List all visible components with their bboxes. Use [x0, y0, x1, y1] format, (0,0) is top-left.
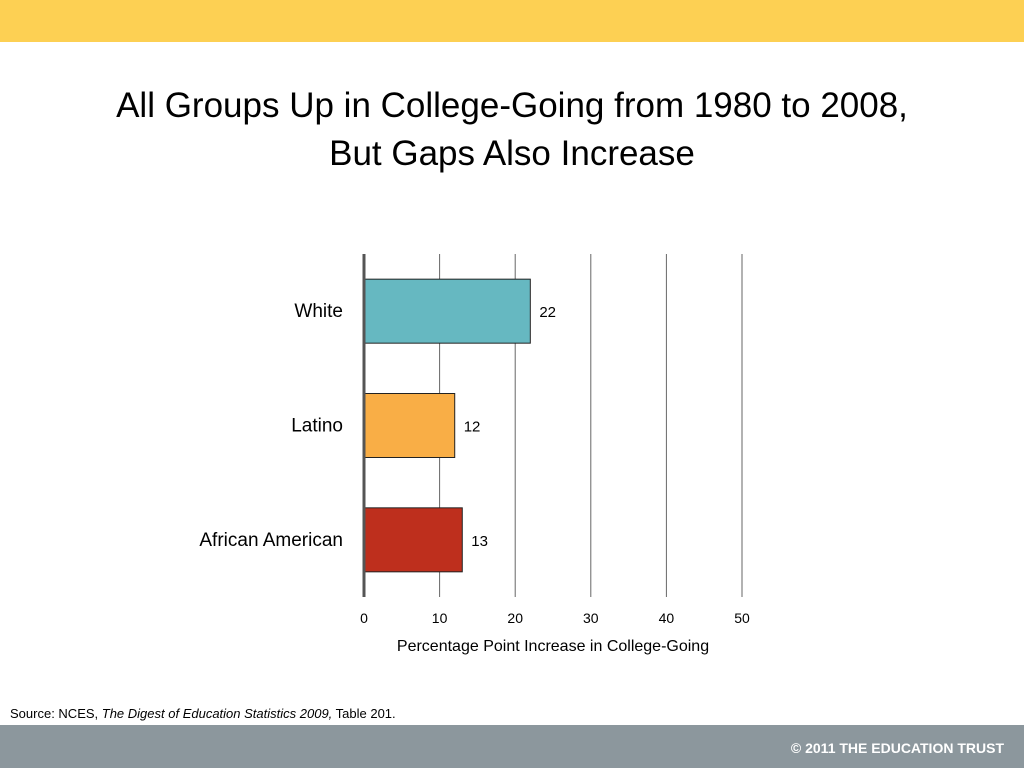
x-tick-label-30: 30	[583, 610, 599, 626]
data-label-white: 22	[539, 304, 556, 321]
category-label-white: White	[294, 301, 343, 322]
title-line-1: All Groups Up in College-Going from 1980…	[116, 86, 908, 125]
title-line-2: But Gaps Also Increase	[329, 134, 695, 173]
data-label-african-american: 13	[471, 533, 488, 550]
bar-african-american	[363, 507, 463, 573]
category-label-latino: Latino	[291, 416, 343, 437]
bar-latino	[363, 393, 456, 458]
category-label-african-american: African American	[199, 530, 343, 551]
footer-band	[0, 725, 1024, 768]
data-labels: 22 12 13	[464, 304, 556, 550]
x-tick-label-10: 10	[432, 610, 448, 626]
top-accent-band	[0, 0, 1024, 42]
x-tick-labels: 0 10 20 30 40 50	[360, 610, 750, 626]
bar-white	[363, 278, 531, 344]
source-suffix: Table 201.	[332, 706, 396, 721]
slide-title: All Groups Up in College-Going from 1980…	[40, 82, 984, 178]
category-labels: White Latino African American	[199, 301, 343, 551]
x-tick-label-40: 40	[659, 610, 675, 626]
source-note: Source: NCES, The Digest of Education St…	[10, 706, 396, 721]
copyright-text: © 2011 THE EDUCATION TRUST	[790, 740, 1004, 756]
source-prefix: Source: NCES,	[10, 706, 102, 721]
data-label-latino: 12	[464, 419, 481, 436]
bars	[363, 278, 531, 573]
x-tick-label-50: 50	[734, 610, 750, 626]
source-publication: The Digest of Education Statistics 2009,	[101, 706, 333, 721]
x-axis-label: Percentage Point Increase in College-Goi…	[397, 638, 709, 655]
x-tick-label-20: 20	[507, 610, 523, 626]
x-tick-label-0: 0	[360, 610, 368, 626]
